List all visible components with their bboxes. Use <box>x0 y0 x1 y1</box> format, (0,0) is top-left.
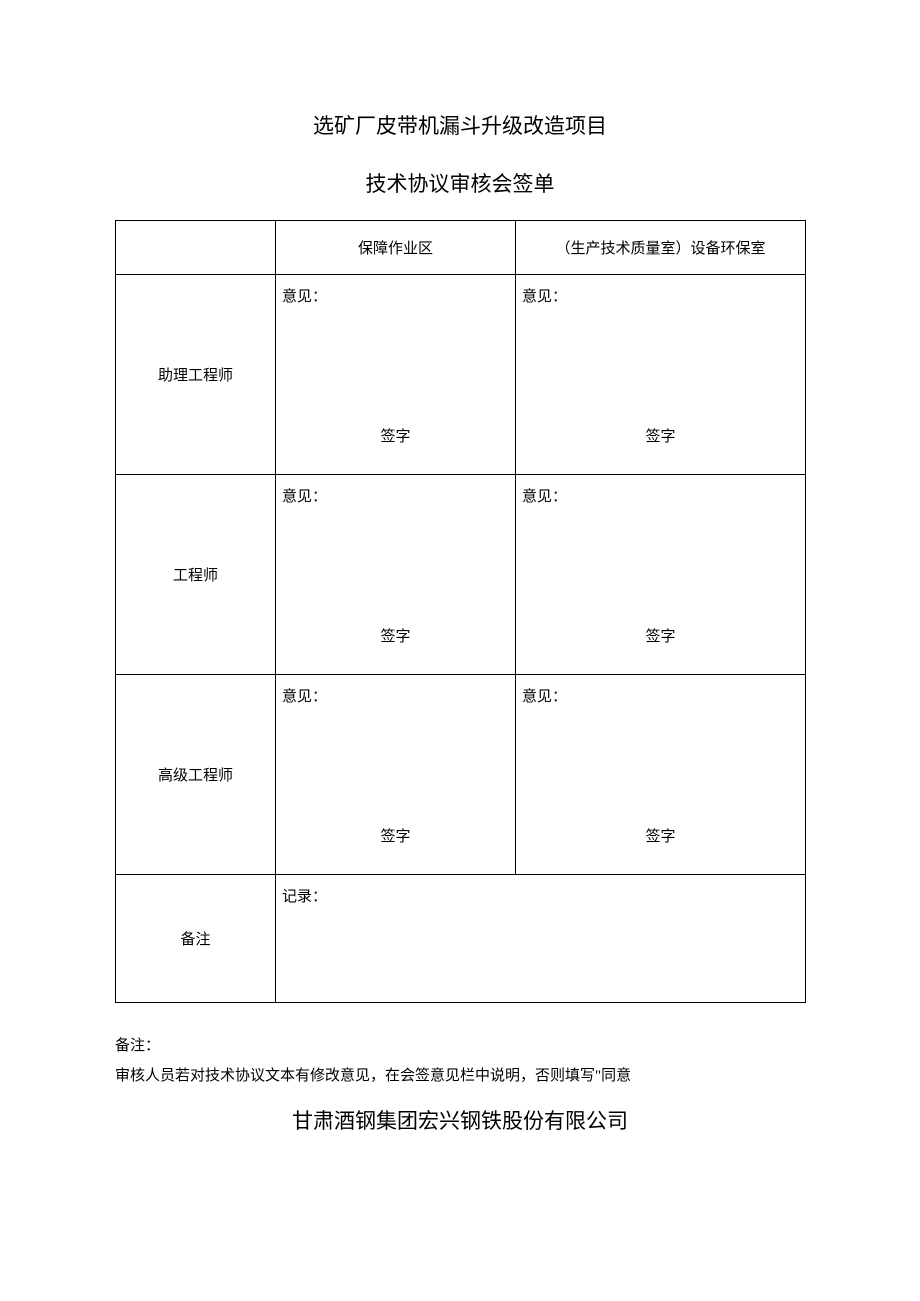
role-cell-engineer: 工程师 <box>116 475 276 675</box>
sign-label: 签字 <box>276 625 515 646</box>
footer-note-text: 审核人员若对技术协议文本有修改意见，在会签意见栏中说明，否则填写"同意 <box>115 1061 805 1091</box>
role-cell-assistant-engineer: 助理工程师 <box>116 275 276 475</box>
header-blank <box>116 221 276 275</box>
review-cell: 意见： 签字 <box>276 675 516 875</box>
header-dept1: 保障作业区 <box>276 221 516 275</box>
title-line1: 选矿厂皮带机漏斗升级改造项目 <box>115 110 805 140</box>
signoff-table: 保障作业区 （生产技术质量室）设备环保室 助理工程师 意见： 签字 意见： 签字… <box>115 220 806 1003</box>
opinion-label: 意见： <box>282 485 509 506</box>
table-header-row: 保障作业区 （生产技术质量室）设备环保室 <box>116 221 806 275</box>
sign-label: 签字 <box>276 825 515 846</box>
table-row: 工程师 意见： 签字 意见： 签字 <box>116 475 806 675</box>
opinion-label: 意见： <box>522 685 799 706</box>
table-row: 高级工程师 意见： 签字 意见： 签字 <box>116 675 806 875</box>
footer-note-label: 备注： <box>115 1031 805 1061</box>
review-cell: 意见： 签字 <box>516 275 806 475</box>
opinion-label: 意见： <box>282 685 509 706</box>
role-cell-senior-engineer: 高级工程师 <box>116 675 276 875</box>
title-line2: 技术协议审核会签单 <box>115 168 805 198</box>
sign-label: 签字 <box>516 625 805 646</box>
header-dept2: （生产技术质量室）设备环保室 <box>516 221 806 275</box>
sign-label: 签字 <box>516 825 805 846</box>
table-remark-row: 备注 记录： <box>116 875 806 1003</box>
sign-label: 签字 <box>516 425 805 446</box>
footer-note: 备注： 审核人员若对技术协议文本有修改意见，在会签意见栏中说明，否则填写"同意 <box>115 1031 805 1091</box>
review-cell: 意见： 签字 <box>276 475 516 675</box>
sign-label: 签字 <box>276 425 515 446</box>
opinion-label: 意见： <box>522 285 799 306</box>
opinion-label: 意见： <box>522 485 799 506</box>
table-row: 助理工程师 意见： 签字 意见： 签字 <box>116 275 806 475</box>
review-cell: 意见： 签字 <box>516 675 806 875</box>
opinion-label: 意见： <box>282 285 509 306</box>
review-cell: 意见： 签字 <box>516 475 806 675</box>
role-cell-remark: 备注 <box>116 875 276 1003</box>
record-label: 记录： <box>282 885 799 906</box>
review-cell: 意见： 签字 <box>276 275 516 475</box>
remark-cell: 记录： <box>276 875 806 1003</box>
company-name: 甘肃酒钢集团宏兴钢铁股份有限公司 <box>115 1105 805 1135</box>
